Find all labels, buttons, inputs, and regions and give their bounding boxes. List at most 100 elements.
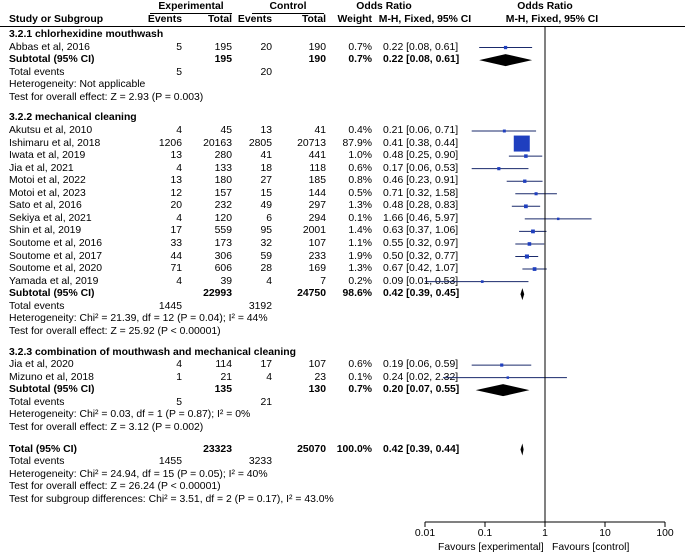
header-rule-experimental <box>150 13 232 14</box>
subtotal-weight: 0.7% <box>348 384 372 396</box>
ctrl-events: 4 <box>266 275 272 287</box>
ctrl-events: 15 <box>260 187 272 199</box>
study-square <box>556 217 560 221</box>
odds-ratio-ci: 0.48 [0.25, 0.90] <box>383 150 459 162</box>
weight: 1.4% <box>348 225 372 237</box>
weight: 0.7% <box>348 41 372 53</box>
weight: 1.0% <box>348 150 372 162</box>
x-tick-label: 1 <box>542 528 548 539</box>
weight: 1.9% <box>348 250 372 262</box>
study-name: Akutsu et al, 2010 <box>9 125 93 136</box>
subtotal-weight: 98.6% <box>342 288 372 300</box>
subtotal-ctrl-total: 190 <box>308 54 326 66</box>
total-events-label: Total events <box>9 456 65 468</box>
overall-effect: Test for overall effect: Z = 25.92 (P < … <box>9 325 221 337</box>
ctrl-total: 118 <box>309 162 326 174</box>
ctrl-events: 20 <box>260 41 272 53</box>
total-heterogeneity: Heterogeneity: Chi² = 24.94, df = 15 (P … <box>9 468 268 480</box>
subgroup-differences: Test for subgroup differences: Chi² = 3.… <box>9 493 334 505</box>
study-square <box>513 135 530 152</box>
total-exp-total: 23323 <box>203 443 232 455</box>
total-events-exp: 1445 <box>158 300 182 312</box>
study-square <box>524 254 529 259</box>
study-name: Sato et al, 2016 <box>9 200 82 212</box>
header-odds-ratio: Odds Ratio <box>356 1 412 12</box>
weight: 0.1% <box>348 371 372 383</box>
weight: 0.6% <box>348 162 372 174</box>
ctrl-events: 49 <box>260 200 272 212</box>
study-name: Motoi et al, 2023 <box>9 187 86 199</box>
header-control: Control <box>269 1 307 12</box>
study-name: Abbas et al, 2016 <box>9 41 90 53</box>
ctrl-total: 20713 <box>297 137 326 149</box>
study-square <box>497 167 501 171</box>
odds-ratio-ci: 0.67 [0.42, 1.07] <box>383 263 459 275</box>
study-square <box>534 192 538 196</box>
subgroup-title: 3.2.1 chlorhexidine mouthwash <box>9 29 164 40</box>
exp-events: 44 <box>170 250 182 262</box>
subtotal-label: Subtotal (95% CI) <box>9 288 95 300</box>
exp-total: 39 <box>220 275 232 287</box>
ctrl-total: 185 <box>308 175 326 187</box>
odds-ratio-ci: 0.48 [0.28, 0.83] <box>383 200 459 212</box>
exp-total: 306 <box>214 250 232 262</box>
ctrl-total: 297 <box>308 200 326 212</box>
total-events-exp: 1455 <box>158 456 182 468</box>
study-name: Ishimaru et al, 2018 <box>9 137 101 149</box>
exp-events: 13 <box>170 150 182 162</box>
exp-events: 4 <box>176 162 182 174</box>
study-name: Iwata et al, 2019 <box>9 150 86 162</box>
subtotal-ctrl-total: 24750 <box>297 288 326 300</box>
ctrl-events: 28 <box>260 263 272 275</box>
exp-total: 20163 <box>203 137 232 149</box>
exp-total: 180 <box>214 175 232 187</box>
subtotal-diamond <box>475 384 530 397</box>
study-square <box>503 45 508 50</box>
total-events-ctrl: 3233 <box>248 456 272 468</box>
odds-ratio-ci: 1.66 [0.46, 5.97] <box>383 212 459 224</box>
ctrl-total: 190 <box>308 41 326 53</box>
study-square <box>524 204 528 209</box>
study-name: Motoi et al, 2022 <box>9 175 86 187</box>
subtotal-ci: 0.20 [0.07, 0.55] <box>383 384 460 396</box>
exp-events: 71 <box>170 263 182 275</box>
favours-experimental: Favours [experimental] <box>438 542 544 553</box>
weight: 1.1% <box>348 237 372 249</box>
exp-events: 1206 <box>158 137 182 149</box>
study-name: Mizuno et al, 2018 <box>9 371 94 383</box>
heterogeneity: Heterogeneity: Chi² = 21.39, df = 12 (P … <box>9 313 268 325</box>
exp-total: 280 <box>214 150 232 162</box>
weight: 0.1% <box>348 212 372 224</box>
subgroup-title: 3.2.3 combination of mouthwash and mecha… <box>9 346 296 358</box>
total-weight: 100.0% <box>336 443 372 455</box>
ctrl-events: 6 <box>266 212 272 224</box>
exp-events: 4 <box>176 275 182 287</box>
subtotal-diamond <box>479 54 533 67</box>
header-bottom-rule <box>0 26 685 27</box>
ctrl-events: 18 <box>260 162 272 174</box>
weight: 0.2% <box>348 275 372 287</box>
exp-total: 606 <box>214 263 232 275</box>
ctrl-events: 95 <box>260 225 272 237</box>
exp-events: 12 <box>170 187 182 199</box>
odds-ratio-ci: 0.22 [0.08, 0.61] <box>383 41 459 53</box>
exp-events: 4 <box>176 125 182 136</box>
study-name: Jia et al, 2020 <box>9 359 74 371</box>
exp-total: 173 <box>214 237 232 249</box>
heterogeneity: Heterogeneity: Chi² = 0.03, df = 1 (P = … <box>9 409 251 421</box>
subtotal-weight: 0.7% <box>348 54 372 66</box>
weight: 0.4% <box>348 125 372 136</box>
odds-ratio-ci: 0.71 [0.32, 1.58] <box>383 187 459 199</box>
exp-total: 45 <box>220 125 232 136</box>
exp-total: 232 <box>214 200 232 212</box>
study-name: Soutome et al, 2020 <box>9 263 103 275</box>
exp-total: 133 <box>214 162 232 174</box>
ctrl-total: 441 <box>308 150 326 162</box>
ctrl-total: 294 <box>308 212 326 224</box>
ctrl-events: 27 <box>260 175 272 187</box>
subtotal-exp-total: 195 <box>214 54 232 66</box>
odds-ratio-ci: 0.50 [0.32, 0.77] <box>383 250 459 262</box>
ctrl-total: 169 <box>308 263 326 275</box>
weight: 87.9% <box>342 137 372 149</box>
study-name: Jia et al, 2021 <box>9 162 74 174</box>
